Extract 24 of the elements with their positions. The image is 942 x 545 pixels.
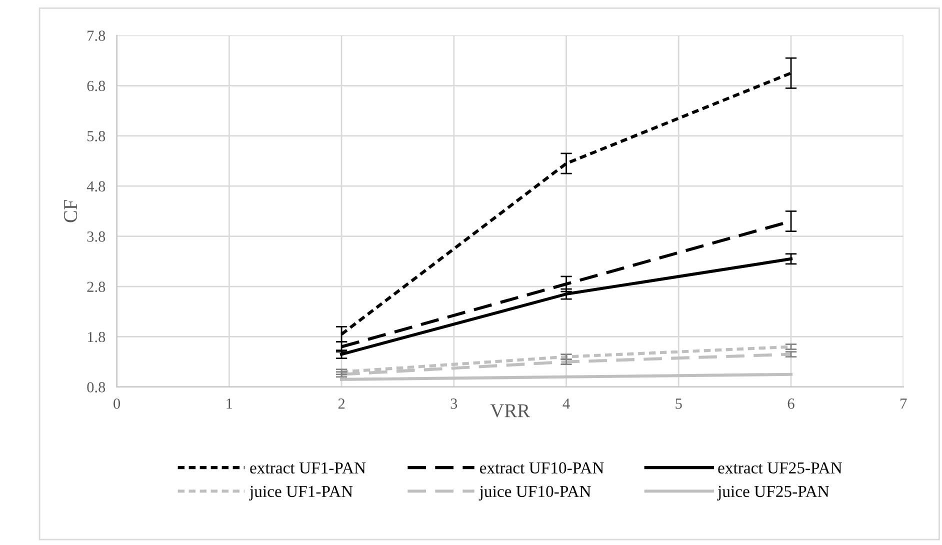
legend-label: juice UF1-PAN <box>249 486 353 500</box>
y-tick-label: 0.8 <box>87 382 106 392</box>
legend-label: juice UF10-PAN <box>478 486 591 500</box>
legend-label: extract UF25-PAN <box>718 462 842 474</box>
y-tick-label: 2.8 <box>87 282 106 292</box>
legend-label: extract UF10-PAN <box>480 462 604 474</box>
y-axis-title: CF <box>64 200 78 222</box>
y-tick-label: 7.8 <box>88 30 106 41</box>
x-tick-label: 5 <box>676 398 682 409</box>
y-tick-label: 1.8 <box>88 332 106 342</box>
legend-label: juice UF25-PAN <box>717 486 830 500</box>
legend-label: extract UF1-PAN <box>250 462 366 474</box>
x-axis-title: VRR <box>490 404 530 418</box>
x-tick-label: 6 <box>788 398 794 409</box>
y-tick-label: 3.8 <box>87 231 106 242</box>
x-tick-label: 3 <box>450 398 458 409</box>
x-tick-label: 1 <box>226 398 232 409</box>
x-tick-label: 7 <box>900 398 907 409</box>
x-tick-label: 4 <box>562 398 570 409</box>
y-tick-label: 5.8 <box>87 131 106 142</box>
y-tick-label: 4.8 <box>86 181 106 192</box>
y-tick-label: 6.8 <box>87 80 106 92</box>
x-tick-label: 2 <box>338 398 345 409</box>
x-tick-label: 0 <box>114 398 120 409</box>
